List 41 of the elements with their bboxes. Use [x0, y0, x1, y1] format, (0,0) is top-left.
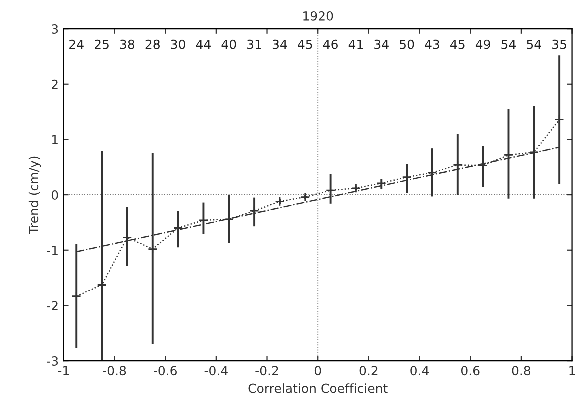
- annotation: 34: [272, 40, 288, 50]
- annotation: 30: [171, 40, 186, 50]
- y-tick-label: -3: [47, 356, 58, 366]
- y-tick-label: 3: [52, 24, 58, 34]
- x-tick-label: 0.6: [461, 366, 480, 376]
- x-axis-title: Correlation Coefficient: [248, 384, 388, 394]
- x-tick-label: -0.6: [154, 366, 177, 376]
- y-tick-label: 0: [52, 190, 58, 200]
- annotation: 35: [552, 40, 566, 50]
- x-tick-label: 0.4: [410, 366, 430, 376]
- y-tick-label: -1: [47, 246, 58, 256]
- annotation: 34: [374, 40, 389, 50]
- x-tick-label: -0.4: [204, 366, 228, 376]
- annotation: 28: [146, 40, 160, 50]
- annotation: 54: [502, 40, 516, 50]
- annotation: 54: [527, 40, 542, 50]
- x-tick-label: -0.2: [256, 366, 278, 376]
- x-tick-label: 0: [314, 366, 322, 376]
- annotation: 25: [95, 40, 109, 50]
- annotation: 49: [476, 40, 490, 50]
- x-tick-label: -1: [58, 366, 69, 376]
- annotation: 41: [348, 40, 364, 50]
- chart-title: 1920: [304, 11, 334, 21]
- annotation: 43: [425, 40, 440, 50]
- annotation: 45: [298, 40, 312, 50]
- y-tick-label: 2: [52, 80, 58, 90]
- annotation: 45: [450, 40, 465, 50]
- x-tick-label: -0.8: [103, 366, 126, 376]
- y-tick-label: -2: [47, 301, 58, 310]
- annotation: 24: [70, 40, 84, 50]
- x-tick-label: 0.2: [360, 366, 378, 376]
- annotation: 46: [323, 40, 338, 50]
- x-tick-label: 1: [570, 366, 576, 376]
- annotation: 44: [196, 40, 211, 50]
- x-tick-label: 0.8: [512, 366, 531, 376]
- annotation: 50: [400, 40, 414, 50]
- y-axis-title: Trend (cm/y): [28, 156, 42, 234]
- y-tick-label: 1: [52, 135, 58, 144]
- annotation: 40: [222, 40, 236, 50]
- annotation: 31: [248, 40, 262, 50]
- annotation: 38: [120, 40, 135, 50]
